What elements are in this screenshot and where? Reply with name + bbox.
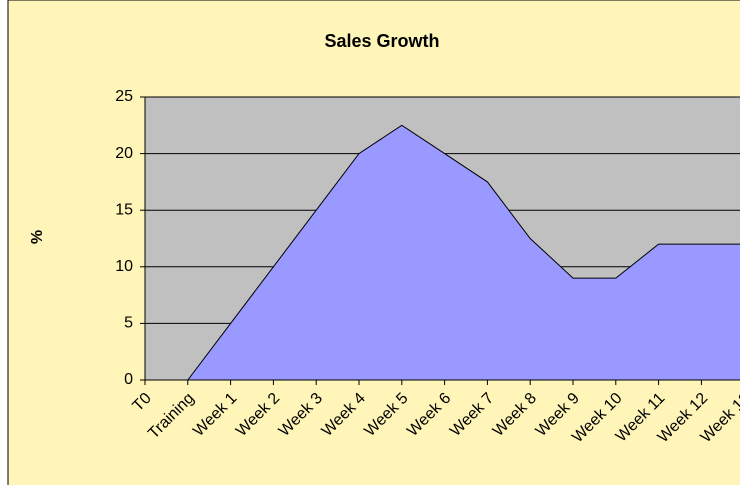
y-tick-label: 10: [115, 258, 133, 275]
y-tick-label: 0: [124, 371, 133, 388]
y-tick-label: 20: [115, 145, 133, 162]
y-tick-label: 5: [124, 315, 133, 332]
y-tick-label: 25: [115, 88, 133, 105]
y-axis-label: %: [29, 230, 46, 244]
area: [145, 124, 740, 381]
chart-title: Sales Growth: [324, 31, 439, 51]
y-tick-label: 15: [115, 201, 133, 218]
